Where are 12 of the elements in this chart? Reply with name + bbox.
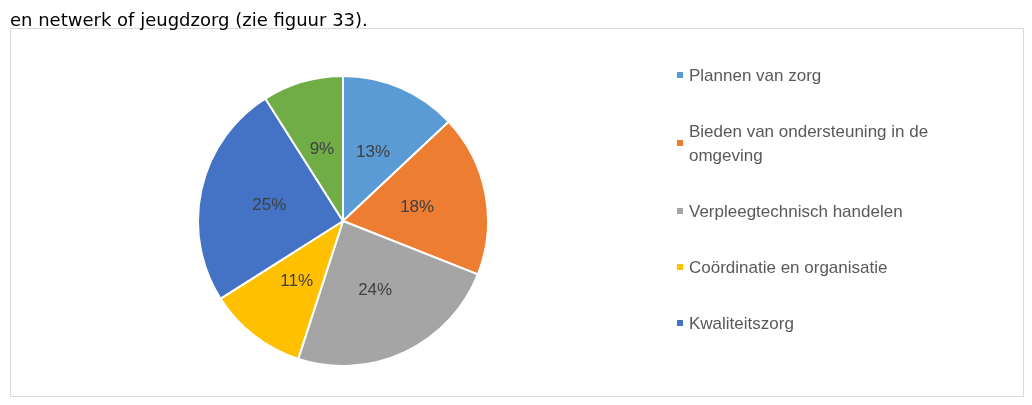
data-label: 13%	[355, 142, 390, 162]
legend-label: Verpleegtechnisch handelen	[689, 201, 903, 221]
text: en netwerk of jeugdzorg (zie figuur 33).	[10, 8, 368, 30]
data-label: 11%	[280, 271, 314, 291]
data-label: 18%	[400, 197, 435, 217]
legend-label: Bieden van ondersteuning in de omgeving	[689, 121, 933, 165]
legend-label: Coördinatie en organisatie	[689, 257, 888, 277]
data-label: 9%	[309, 139, 335, 158]
legend-label: Plannen van zorg	[689, 65, 822, 85]
data-label: 24%	[358, 279, 393, 299]
legend-label: Kwaliteitszorg	[689, 313, 794, 333]
data-label: 25%	[252, 195, 287, 215]
